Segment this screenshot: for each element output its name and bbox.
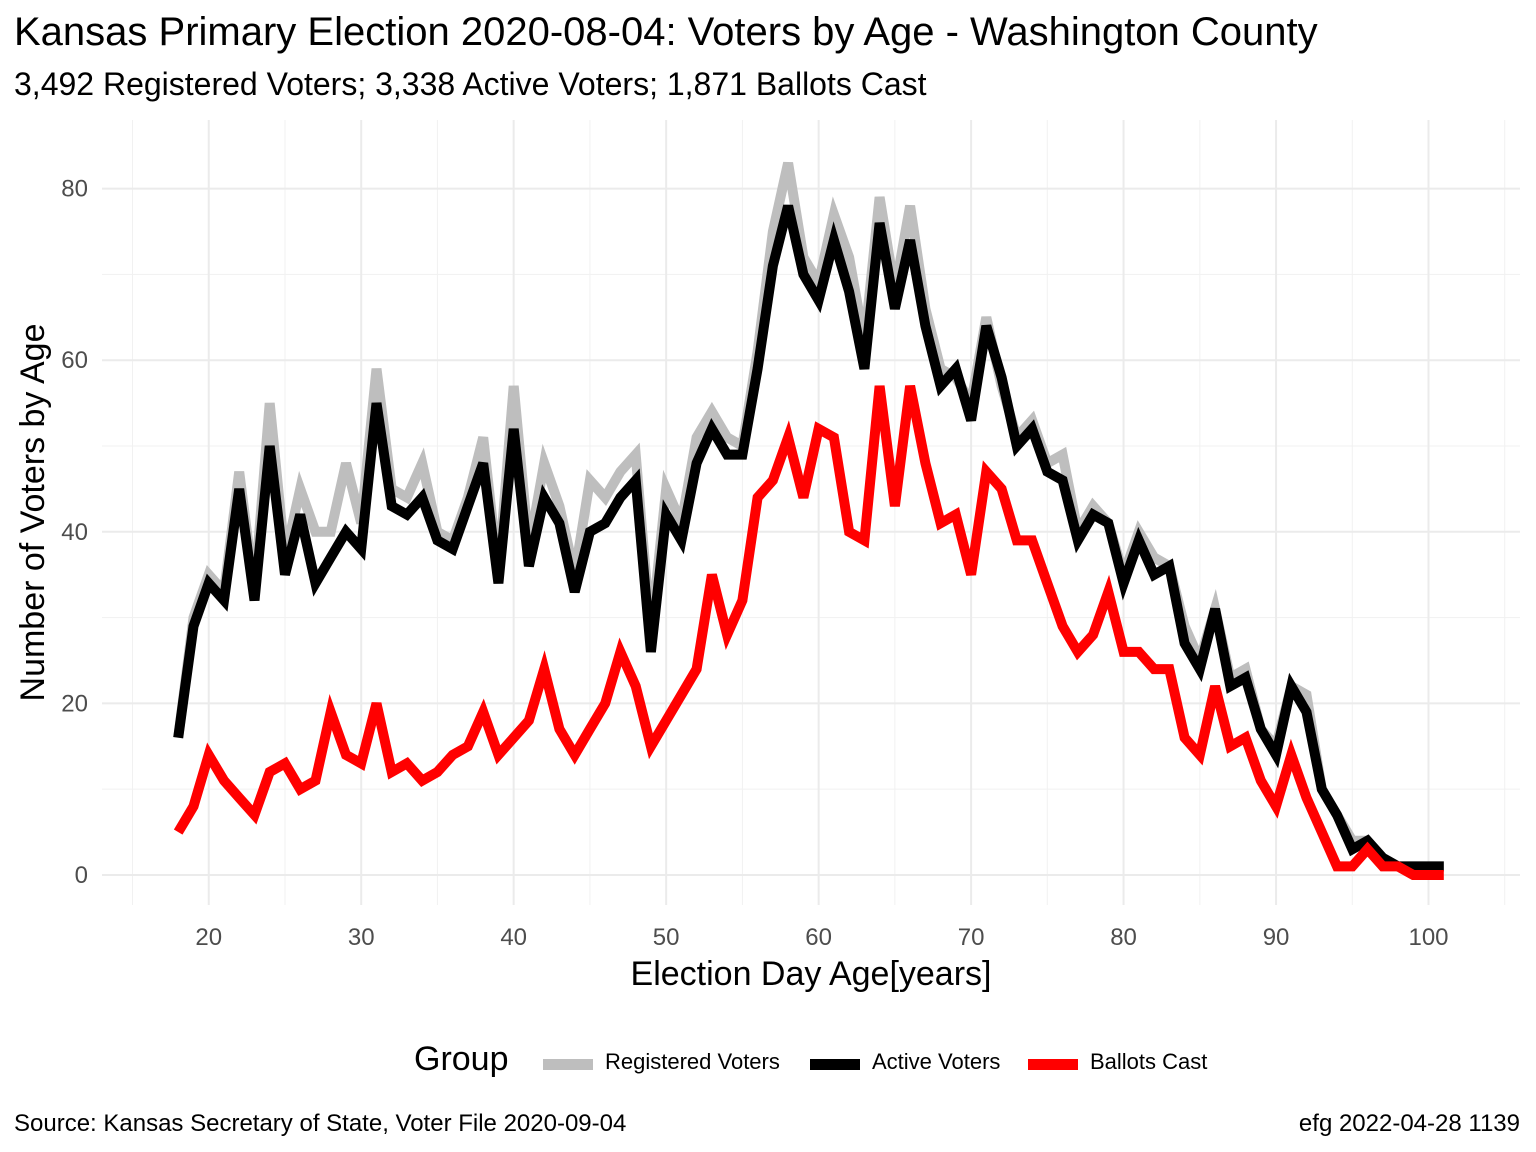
y-tick-label: 20 bbox=[61, 690, 88, 717]
chart-subtitle: 3,492 Registered Voters; 3,338 Active Vo… bbox=[14, 66, 927, 102]
series-lines bbox=[173, 161, 1444, 880]
major-gridlines bbox=[102, 120, 1520, 905]
legend-label-active: Active Voters bbox=[872, 1049, 1001, 1074]
y-tick-label: 60 bbox=[61, 347, 88, 374]
tick-labels: 20 30 40 50 60 70 80 90 100 0 20 40 60 80 bbox=[61, 176, 1448, 951]
legend: Group Registered Voters Active Voters Ba… bbox=[0, 1036, 1536, 1086]
y-tick-label: 40 bbox=[61, 519, 88, 546]
x-tick-label: 100 bbox=[1408, 924, 1448, 951]
x-tick-label: 50 bbox=[653, 924, 680, 951]
legend-key-ballots bbox=[1028, 1059, 1078, 1070]
x-tick-label: 70 bbox=[958, 924, 985, 951]
x-tick-label: 80 bbox=[1110, 924, 1137, 951]
y-tick-label: 0 bbox=[75, 862, 88, 889]
legend-title: Group bbox=[414, 1040, 509, 1078]
legend-key-registered bbox=[543, 1059, 593, 1070]
source-caption: Source: Kansas Secretary of State, Voter… bbox=[14, 1110, 627, 1137]
minor-gridlines bbox=[102, 120, 1520, 905]
x-tick-label: 90 bbox=[1263, 924, 1290, 951]
x-tick-label: 40 bbox=[500, 924, 527, 951]
x-axis-label: Election Day Age[years] bbox=[631, 955, 992, 993]
line-chart: 20 30 40 50 60 70 80 90 100 0 20 40 60 80 Election Da… bbox=[14, 120, 1520, 993]
y-tick-label: 80 bbox=[61, 176, 88, 203]
x-tick-label: 20 bbox=[195, 924, 222, 951]
x-tick-label: 30 bbox=[348, 924, 375, 951]
legend-label-registered: Registered Voters bbox=[605, 1049, 780, 1074]
y-axis-label: Number of Voters by Age bbox=[14, 324, 52, 702]
series-line-ballots-cast bbox=[173, 385, 1444, 880]
credit-caption: efg 2022-04-28 1139 bbox=[1298, 1110, 1520, 1137]
legend-key-active bbox=[810, 1059, 860, 1070]
legend-label-ballots: Ballots Cast bbox=[1090, 1049, 1208, 1074]
x-tick-label: 60 bbox=[805, 924, 832, 951]
chart-title: Kansas Primary Election 2020-08-04: Vote… bbox=[14, 10, 1318, 54]
series-line-active-voters bbox=[173, 204, 1444, 872]
